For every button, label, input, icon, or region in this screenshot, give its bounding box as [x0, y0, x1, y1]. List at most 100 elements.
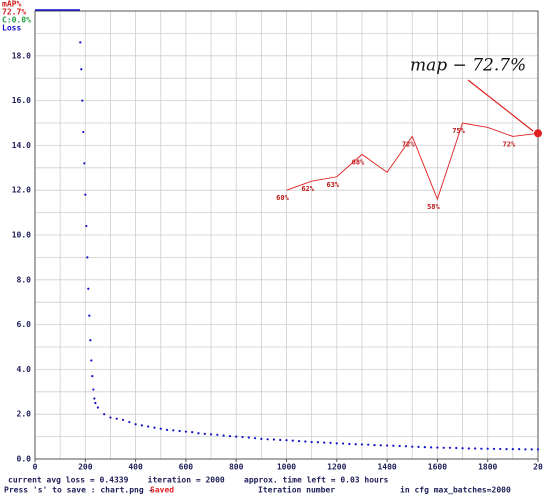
loss-point	[159, 427, 162, 430]
loss-point	[404, 445, 408, 448]
loss-point	[92, 388, 95, 391]
loss-point	[87, 287, 90, 290]
loss-point	[266, 438, 269, 441]
loss-point	[235, 435, 238, 438]
loss-point	[172, 429, 175, 432]
loss-point	[335, 442, 338, 445]
legend-conf: C:0.0%	[2, 16, 31, 25]
y-tick-label: 2.0	[17, 410, 32, 419]
x-tick-label: 1800	[478, 463, 497, 472]
loss-point	[291, 439, 294, 442]
save-hint: Press 's' to save : chart.png -	[4, 486, 153, 495]
loss-point	[430, 446, 433, 449]
loss-point	[153, 426, 156, 429]
x-tick-label: 200	[78, 463, 93, 472]
loss-point	[323, 441, 326, 444]
loss-point	[216, 433, 219, 436]
loss-point	[398, 444, 401, 448]
loss-point	[367, 443, 370, 446]
loss-point	[85, 224, 88, 228]
loss-point	[90, 359, 93, 362]
loss-point	[83, 162, 86, 165]
y-tick-label: 0.0	[17, 455, 32, 464]
map-line	[286, 122, 539, 201]
y-tick-label: 10.0	[12, 231, 31, 240]
loss-point	[203, 432, 206, 436]
loss-point	[480, 447, 483, 450]
y-tick-label: 18.0	[12, 51, 31, 60]
loss-point	[524, 448, 527, 451]
loss-point	[448, 446, 452, 449]
map-label: 63%	[326, 181, 339, 189]
loss-point	[184, 430, 187, 433]
loss-point	[134, 423, 137, 426]
x-axis-label: Iteration number	[258, 485, 335, 495]
loss-point	[247, 436, 250, 439]
loss-point	[536, 448, 540, 451]
x-tick-label: 400	[128, 463, 143, 472]
map-label: 75%	[452, 127, 465, 135]
loss-point	[348, 442, 351, 446]
loss-point	[79, 41, 82, 44]
map-label: 62%	[301, 185, 314, 193]
grid	[34, 11, 539, 460]
loss-point	[411, 445, 414, 448]
loss-point	[417, 445, 420, 449]
loss-point	[499, 447, 502, 451]
loss-point	[316, 441, 320, 444]
loss-point	[103, 413, 106, 416]
loss-point	[492, 447, 496, 451]
legend-loss: Loss	[2, 24, 21, 33]
map-label: 58%	[427, 203, 440, 211]
x-tick-label: 1600	[428, 463, 447, 472]
loss-point	[423, 446, 426, 449]
loss-point	[505, 448, 508, 451]
x-tick-label: 1400	[377, 463, 396, 472]
loss-point	[474, 447, 477, 450]
loss-point	[436, 446, 439, 449]
loss-point	[455, 446, 458, 450]
legend-map: mAP%	[2, 0, 21, 9]
loss-point	[191, 431, 194, 434]
loss-point	[82, 130, 85, 134]
loss-point	[140, 424, 143, 427]
loss-point	[304, 440, 307, 443]
loss-point	[253, 437, 257, 440]
loss-point	[511, 448, 514, 451]
loss-point	[530, 448, 533, 451]
y-tick-label: 8.0	[17, 275, 32, 284]
y-tick-label: 16.0	[12, 96, 31, 105]
x-tick-label: 1000	[277, 463, 296, 472]
map-current	[534, 129, 542, 138]
loss-point	[80, 68, 83, 71]
loss-point	[222, 434, 225, 437]
loss-point	[241, 435, 244, 439]
loss-point	[86, 256, 89, 259]
x-tick-label: 600	[179, 463, 194, 472]
loss-point	[165, 428, 169, 431]
loss-point	[84, 193, 87, 196]
loss-point	[272, 438, 276, 441]
loss-point	[128, 420, 131, 424]
map-label: 72%	[503, 140, 516, 148]
y-tick-label: 6.0	[17, 320, 32, 329]
loss-point	[260, 437, 263, 440]
loss-point	[178, 429, 181, 433]
loss-point	[461, 447, 464, 450]
loss-point	[379, 444, 382, 447]
loss-point	[442, 446, 445, 449]
loss-point	[467, 447, 470, 450]
loss-point	[109, 416, 112, 419]
loss-point	[373, 444, 376, 447]
loss-point	[285, 439, 288, 442]
loss-point	[88, 314, 91, 317]
loss-point	[386, 444, 389, 447]
loss-point	[297, 439, 301, 443]
loss-point	[197, 432, 200, 435]
loss-point	[115, 417, 118, 420]
cfg: in cfg max_batches=2000	[400, 485, 511, 495]
loss-point	[360, 443, 364, 446]
loss-point	[89, 339, 92, 342]
